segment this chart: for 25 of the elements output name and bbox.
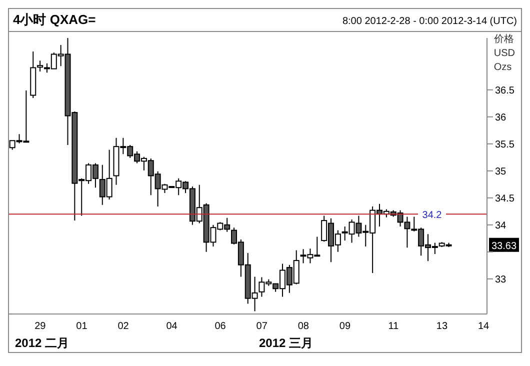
x-tick-label: 13: [436, 321, 448, 332]
y-tick-label: 36: [495, 112, 507, 124]
y-tick-label: 33: [495, 274, 507, 286]
x-tick-label: 14: [478, 321, 490, 332]
text: 2012 二月: [15, 335, 70, 352]
y-tick-label: 35: [495, 166, 507, 178]
chart-subtitle: 8:00 2012-2-28 - 0:00 2012-3-14 (UTC): [342, 16, 517, 27]
y-tick-label: 35.5: [495, 139, 515, 150]
y-tick-label: 36.5: [495, 85, 515, 96]
y-tick-label: 34.5: [495, 193, 515, 204]
x-tick-label: 02: [118, 321, 130, 332]
x-tick-label: 04: [166, 321, 178, 332]
x-tick-label: 08: [298, 321, 310, 332]
ref-line-label: 34.2: [422, 210, 442, 222]
chart-title: 4小时 QXAG=: [13, 11, 96, 29]
text: 2012 三月: [259, 335, 314, 352]
x-tick-label: 06: [214, 321, 226, 332]
x-tick-label: 01: [76, 321, 88, 332]
x-tick-label: 09: [339, 321, 351, 332]
y-axis-title: 价格 USD Ozs: [494, 33, 515, 75]
annotation: 33.63: [491, 240, 517, 252]
x-tick-label: 07: [256, 321, 268, 332]
x-tick-label: 29: [34, 321, 46, 332]
y-tick-label: 34: [495, 220, 507, 232]
x-tick-label: 11: [388, 321, 400, 332]
